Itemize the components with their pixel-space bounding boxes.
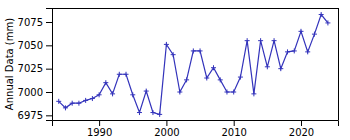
y-tick: 7075 xyxy=(18,17,52,28)
marker xyxy=(63,105,68,110)
line xyxy=(59,15,328,115)
x-tick: 2010 xyxy=(221,120,246,138)
marker xyxy=(292,48,297,53)
marker xyxy=(325,20,330,25)
marker xyxy=(238,75,243,80)
marker xyxy=(110,91,115,96)
y-axis: 6975 7000 7025 7050 7075 xyxy=(18,9,53,122)
marker xyxy=(83,98,88,103)
x-tick-mark xyxy=(301,120,302,126)
marker xyxy=(70,101,75,106)
marker xyxy=(191,48,196,53)
y-tick-label: 7025 xyxy=(18,63,43,74)
marker xyxy=(198,48,203,53)
x-tick-mark xyxy=(99,120,100,126)
marker xyxy=(171,52,176,57)
marker xyxy=(56,99,61,104)
x-tick-mark xyxy=(234,120,235,126)
marker xyxy=(211,65,216,70)
marker xyxy=(265,64,270,69)
x-tick-label: 1990 xyxy=(87,127,112,138)
y-tick-mark xyxy=(46,115,52,116)
y-tick: 7025 xyxy=(18,63,52,74)
marker xyxy=(285,49,290,54)
marker xyxy=(157,112,162,117)
x-tick: 2000 xyxy=(154,120,179,138)
marker xyxy=(130,92,135,97)
marker xyxy=(224,90,229,95)
marker xyxy=(319,12,324,17)
marker xyxy=(278,66,283,71)
marker xyxy=(258,38,263,43)
frame-right xyxy=(338,8,339,120)
y-tick-label: 7000 xyxy=(18,87,43,98)
marker xyxy=(272,38,277,43)
y-tick-label: 6975 xyxy=(18,110,43,121)
marker xyxy=(218,77,223,82)
marker xyxy=(305,49,310,54)
marker xyxy=(137,110,142,115)
chart: 1990 2000 2010 2020 6975 7000 7025 7050 7075Annu… xyxy=(0,0,350,140)
y-tick: 6975 xyxy=(18,110,52,121)
y-tick-label: 7075 xyxy=(18,17,43,28)
x-tick: 1990 xyxy=(87,120,112,138)
frame-top xyxy=(52,8,338,9)
y-tick: 7000 xyxy=(18,87,52,98)
y-axis-title: Annual Data (mm) xyxy=(4,18,15,110)
marker xyxy=(251,91,256,96)
marker xyxy=(312,32,317,37)
marker xyxy=(97,92,102,97)
marker xyxy=(204,76,209,81)
marker xyxy=(177,90,182,95)
marker xyxy=(103,80,108,85)
marker xyxy=(150,110,155,115)
y-tick-mark xyxy=(46,22,52,23)
marker xyxy=(90,96,95,101)
marker xyxy=(245,38,250,43)
x-tick: 2020 xyxy=(289,120,314,138)
y-tick-mark xyxy=(46,69,52,70)
x-tick-label: 2010 xyxy=(221,127,246,138)
y-axis-line xyxy=(46,9,53,121)
x-axis-line xyxy=(53,121,339,127)
x-tick-label: 2000 xyxy=(154,127,179,138)
x-tick-label: 2020 xyxy=(289,127,314,138)
x-axis: 1990 2000 2010 2020 xyxy=(53,120,339,138)
y-tick-mark xyxy=(46,45,52,46)
plot-area xyxy=(56,12,330,117)
marker xyxy=(164,42,169,47)
marker xyxy=(184,77,189,82)
y-tick-label: 7050 xyxy=(18,40,43,51)
marker xyxy=(76,101,81,106)
marker xyxy=(144,89,149,94)
marker xyxy=(298,29,303,34)
x-tick-mark xyxy=(166,120,167,126)
marker xyxy=(231,90,236,95)
y-tick: 7050 xyxy=(18,40,52,51)
y-tick-mark xyxy=(46,92,52,93)
marker xyxy=(124,72,129,77)
marker xyxy=(117,72,122,77)
frame xyxy=(52,8,338,120)
